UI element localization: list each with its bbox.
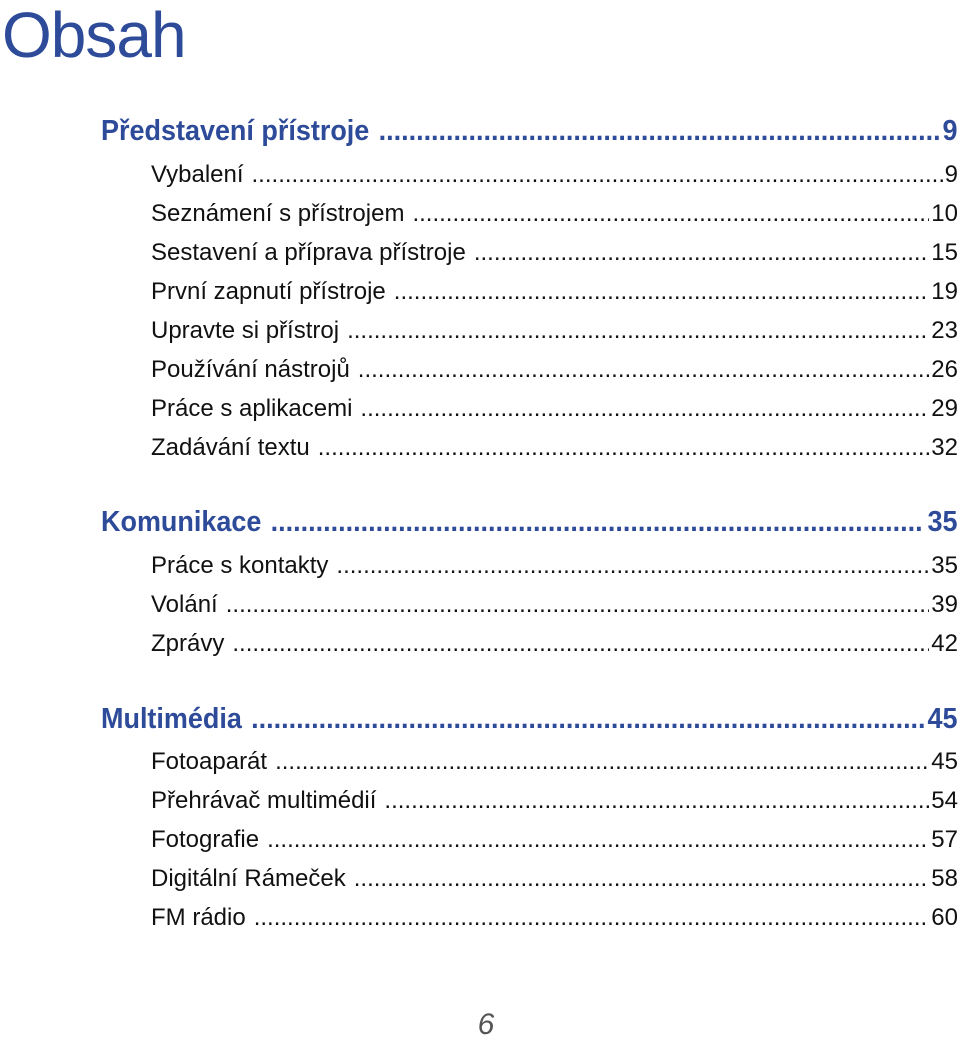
- toc-entry[interactable]: Fotografie 57: [151, 824, 958, 856]
- toc-entry[interactable]: První zapnutí přístroje 19: [151, 276, 958, 308]
- dot-leader: [379, 113, 939, 149]
- toc-page-number: 26: [931, 356, 958, 383]
- toc-entry[interactable]: Používání nástrojů 26: [151, 354, 958, 386]
- toc-entry[interactable]: Volání 39: [151, 589, 958, 621]
- toc-page-number: 54: [931, 787, 958, 814]
- footer-page-number-text: 6: [477, 1008, 495, 1041]
- toc-page-number: 42: [931, 630, 958, 657]
- toc-page-number: 9: [944, 161, 958, 188]
- toc-page-number: 45: [931, 748, 958, 775]
- toc-entry-label: Upravte si přístroj: [151, 317, 340, 344]
- toc-page-number: 15: [931, 239, 958, 266]
- toc-entry-label: Digitální Rámeček: [151, 865, 346, 892]
- toc-entry-label: Práce s aplikacemi: [151, 395, 353, 422]
- toc-entry-label: Volání: [151, 591, 218, 618]
- toc-entry[interactable]: Seznámení s přístrojem 10: [151, 198, 958, 230]
- toc-entry-label: Seznámení s přístrojem: [151, 200, 405, 227]
- toc-entry-label: Zprávy: [151, 630, 225, 657]
- toc-entry[interactable]: Práce s aplikacemi 29: [151, 393, 958, 425]
- toc-page-number: 58: [931, 865, 958, 892]
- toc-section-heading[interactable]: Multimédia 45: [101, 701, 958, 737]
- toc-entry-label: Vybalení: [151, 161, 244, 188]
- toc-entry[interactable]: FM rádio 60: [151, 902, 958, 934]
- toc-entry-label: Používání nástrojů: [151, 356, 350, 383]
- page-title: Obsah: [2, 0, 187, 71]
- toc-section-heading[interactable]: Představení přístroje 9: [101, 113, 958, 149]
- toc-section-title: Komunikace: [101, 506, 262, 538]
- toc-page-number: 60: [931, 904, 958, 931]
- footer-page-number: 6: [0, 1005, 960, 1045]
- dot-leader: [360, 393, 929, 425]
- toc-entry[interactable]: Práce s kontakty 35: [151, 550, 958, 582]
- toc-section-title: Multimédia: [101, 703, 242, 735]
- dot-leader: [226, 589, 930, 621]
- dot-leader: [358, 354, 930, 386]
- toc-entry[interactable]: Zadávání textu 32: [151, 432, 958, 464]
- dot-leader: [347, 315, 929, 347]
- dot-leader: [384, 785, 929, 817]
- toc-entry-label: Sestavení a příprava přístroje: [151, 239, 466, 266]
- toc-page-number: 57: [931, 826, 958, 853]
- toc-entry-label: Fotoaparát: [151, 748, 268, 775]
- toc-entry[interactable]: Vybalení 9: [151, 159, 958, 191]
- toc-entry-label: Zadávání textu: [151, 434, 310, 461]
- dot-leader: [474, 237, 929, 269]
- dot-leader: [318, 432, 930, 464]
- dot-leader: [267, 824, 929, 856]
- toc-entry-label: FM rádio: [151, 904, 246, 931]
- toc-page-number: 32: [931, 434, 958, 461]
- dot-leader: [251, 701, 924, 737]
- toc-page-number: 29: [931, 395, 958, 422]
- toc-page-number: 19: [931, 278, 958, 305]
- toc-entry[interactable]: Zprávy 42: [151, 628, 958, 660]
- dot-leader: [271, 504, 924, 540]
- toc-entry-label: První zapnutí přístroje: [151, 278, 386, 305]
- dot-leader: [275, 746, 929, 778]
- dot-leader: [336, 550, 929, 582]
- dot-leader: [252, 159, 943, 191]
- toc-page-number: 10: [931, 200, 958, 227]
- toc-page-number: 45: [927, 703, 958, 735]
- dot-leader: [232, 628, 929, 660]
- toc-entry-label: Práce s kontakty: [151, 552, 329, 579]
- toc-entry[interactable]: Upravte si přístroj 23: [151, 315, 958, 347]
- toc-page-number: 23: [931, 317, 958, 344]
- toc-entry[interactable]: Fotoaparát 45: [151, 746, 958, 778]
- dot-leader: [354, 863, 930, 895]
- toc-section-title: Představení přístroje: [101, 115, 370, 147]
- toc-entry-label: Přehrávač multimédií: [151, 787, 377, 814]
- dot-leader: [394, 276, 930, 308]
- toc-entry[interactable]: Přehrávač multimédií 54: [151, 785, 958, 817]
- toc-page-number: 35: [931, 552, 958, 579]
- toc-section-heading[interactable]: Komunikace 35: [101, 504, 958, 540]
- toc-page-number: 9: [942, 115, 958, 147]
- toc-entry[interactable]: Digitální Rámeček 58: [151, 863, 958, 895]
- toc-entry-label: Fotografie: [151, 826, 260, 853]
- dot-leader: [254, 902, 930, 934]
- toc-page-number: 35: [927, 506, 958, 538]
- dot-leader: [412, 198, 929, 230]
- toc-entry[interactable]: Sestavení a příprava přístroje 15: [151, 237, 958, 269]
- toc-page-number: 39: [931, 591, 958, 618]
